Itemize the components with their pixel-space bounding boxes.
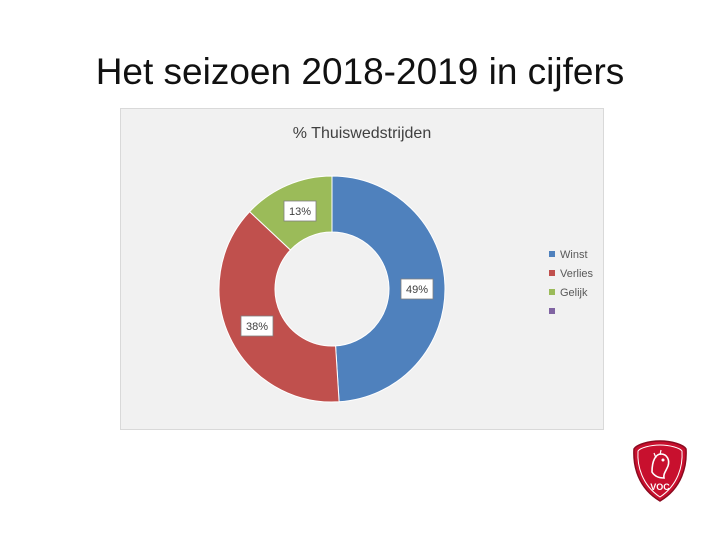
slide-title: Het seizoen 2018-2019 in cijfers xyxy=(95,51,625,92)
data-label-verlies: 38% xyxy=(240,315,274,337)
svg-text:Gelijk: Gelijk xyxy=(560,287,588,299)
legend: Winst Verlies Gelijk xyxy=(549,249,594,314)
legend-item-gelijk: Gelijk xyxy=(549,287,588,299)
chart-title: % Thuiswedstrijden xyxy=(293,125,431,142)
chart-area: % Thuiswedstrijden 49% 38% 13% Winst Verlie… xyxy=(120,108,604,430)
data-label-winst: 49% xyxy=(400,278,434,300)
legend-item-blank xyxy=(549,308,555,314)
svg-text:38%: 38% xyxy=(246,321,268,333)
donut-slice-verlies xyxy=(218,210,340,403)
donut-slice-winst xyxy=(331,175,446,403)
donut-chart: % Thuiswedstrijden 49% 38% 13% Winst Verlie… xyxy=(218,125,594,403)
club-shield-logo: VOC xyxy=(633,440,687,502)
svg-text:49%: 49% xyxy=(406,284,428,296)
legend-item-winst: Winst xyxy=(549,249,588,261)
svg-text:13%: 13% xyxy=(289,206,311,218)
logo-text: VOC xyxy=(650,482,670,492)
data-labels: 49% 38% 13% xyxy=(240,200,434,337)
svg-text:Verlies: Verlies xyxy=(560,268,594,280)
svg-text:Winst: Winst xyxy=(560,249,588,261)
data-label-gelijk: 13% xyxy=(283,200,317,222)
legend-item-verlies: Verlies xyxy=(549,268,594,280)
